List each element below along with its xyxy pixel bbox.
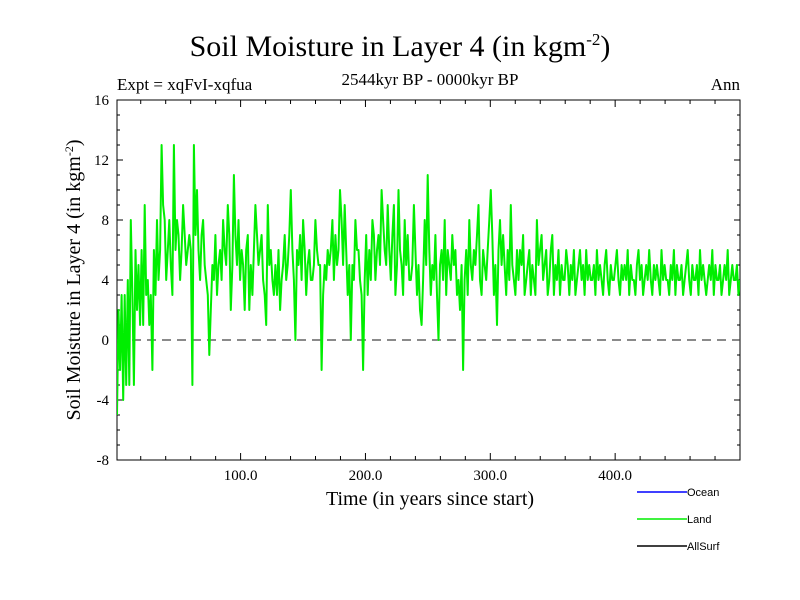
series-line-land [117,144,740,416]
period-label: 2544kyr BP - 0000kyr BP [341,70,519,89]
y-tick-label: -4 [97,393,110,409]
y-axis-label: Soil Moisture in Layer 4 (in kgm-2) [62,139,85,420]
plot-frame [116,99,741,461]
chart-title: Soil Moisture in Layer 4 (in kgm-2) [189,30,611,63]
x-tick-label: 300.0 [473,468,507,484]
legend-label-ocean: Ocean [687,487,719,499]
y-tick-label: 8 [102,213,110,229]
y-tick-label: 4 [102,273,110,289]
x-tick-label: 400.0 [598,468,632,484]
x-axis-label: Time (in years since start) [326,488,534,510]
legend-label-land: Land [687,514,711,526]
y-tick-label: 12 [94,153,109,169]
x-tick-label: 200.0 [349,468,383,484]
y-tick-label: 0 [102,333,110,349]
season-label: Ann [710,75,740,94]
y-tick-label: -8 [97,453,110,469]
legend-label-allsurf: AllSurf [687,541,720,553]
experiment-label: Expt = xqFvI-xqfua [117,75,253,94]
y-tick-label: 16 [94,93,110,109]
x-tick-label: 100.0 [224,468,258,484]
